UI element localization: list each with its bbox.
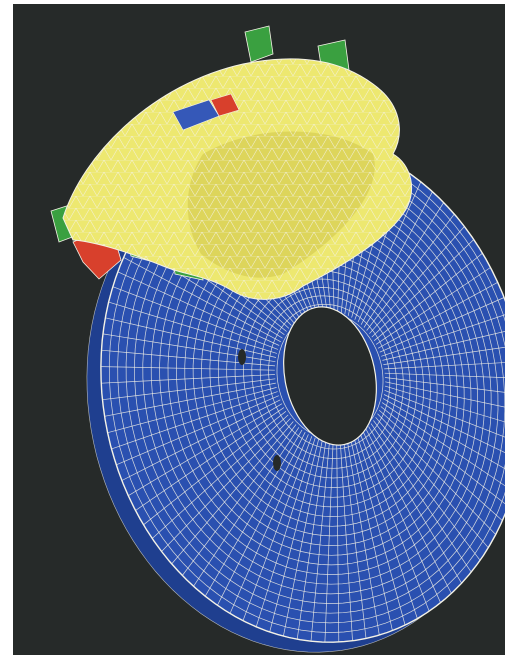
render-viewport: [13, 4, 505, 655]
brake-caliper-mesh: [50, 25, 413, 300]
pad-stripe-red: [210, 93, 240, 117]
mounting-bracket: [244, 25, 274, 63]
disc-bolt-hole: [273, 455, 281, 471]
fea-mesh-render: [50, 25, 505, 653]
disc-bolt-hole: [238, 349, 246, 365]
disc-hub-hole: [283, 306, 377, 446]
caliper-mesh: [63, 58, 412, 300]
caliper-outline: [62, 58, 413, 300]
disc-mesh-lines: [100, 135, 505, 643]
